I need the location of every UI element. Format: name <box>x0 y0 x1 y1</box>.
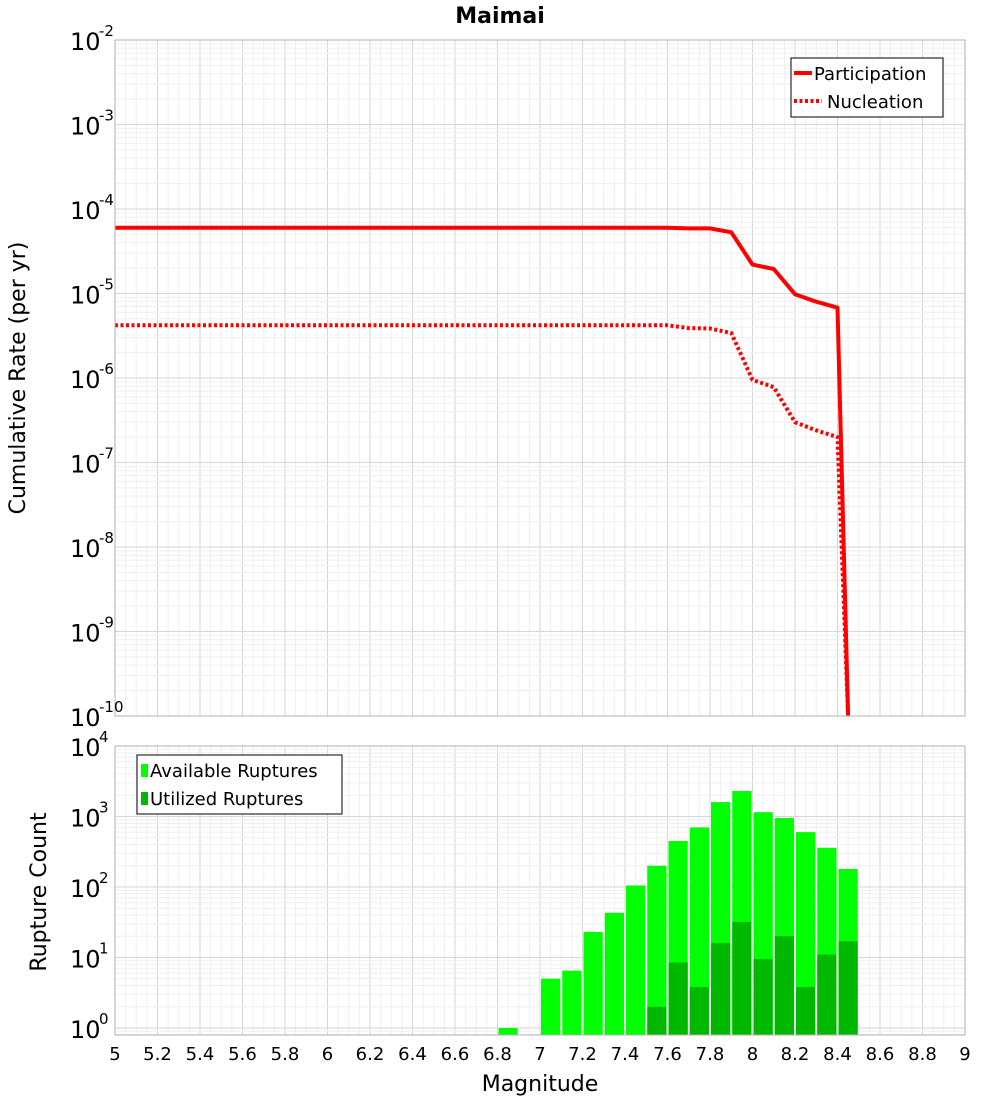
rate-grid <box>114 40 966 717</box>
available-bar <box>562 970 582 1035</box>
x-tick-label: 7.6 <box>653 1044 682 1065</box>
rate-y-ticks: 10-210-310-410-510-610-710-810-910-10 <box>70 22 124 732</box>
x-tick-label: 6.2 <box>356 1044 385 1065</box>
legend-utilized-label: Utilized Ruptures <box>150 789 303 810</box>
rate-plot-border <box>114 39 966 717</box>
y-tick-exponent: -10 <box>99 698 124 716</box>
utilized-bar <box>711 943 731 1035</box>
rate-series <box>115 225 851 717</box>
chart-title: Maimai <box>455 4 545 29</box>
y-tick-exponent: 1 <box>99 939 109 957</box>
count-x-ticks: 5 5.2 5.4 5.6 5.8 6 6.2 6.4 6.6 6.8 7 7.2 7.4 7.6 7.8 8… <box>109 1044 970 1065</box>
y-tick-exponent: 4 <box>99 728 109 746</box>
x-tick-label: 5.6 <box>228 1044 257 1065</box>
x-tick-label: 8.8 <box>908 1044 937 1065</box>
x-tick-label: 5.2 <box>143 1044 172 1065</box>
legend-available-label: Available Ruptures <box>150 761 318 782</box>
x-tick-label: 6.4 <box>398 1044 427 1065</box>
legend-available-swatch <box>141 764 148 777</box>
y-tick-label: 10 <box>70 113 101 141</box>
y-tick-exponent: -5 <box>99 276 114 294</box>
utilized-bar <box>838 941 858 1035</box>
y-tick-exponent: 0 <box>99 1010 109 1028</box>
y-tick-exponent: -7 <box>99 445 114 463</box>
rate-y-axis-label: Cumulative Rate (per yr) <box>6 242 31 515</box>
x-tick-label: 6 <box>322 1044 333 1065</box>
y-tick-exponent: 3 <box>99 798 109 816</box>
count-legend-box <box>136 754 343 815</box>
x-tick-label: 5.4 <box>186 1044 215 1065</box>
y-tick-exponent: -6 <box>99 360 114 378</box>
available-bar <box>796 832 816 1035</box>
utilized-bar <box>796 987 816 1035</box>
series-line-participation <box>115 225 851 717</box>
utilized-bar <box>689 987 709 1035</box>
y-tick-label: 10 <box>70 197 101 225</box>
rate-legend-box <box>790 57 944 118</box>
utilized-bar <box>817 954 837 1035</box>
utilized-bar <box>668 962 688 1035</box>
y-tick-exponent: 2 <box>99 869 109 887</box>
y-tick-label: 10 <box>70 945 101 973</box>
count-y-axis-label: Rupture Count <box>27 812 52 972</box>
count-legend: Available Ruptures Utilized Ruptures <box>136 754 343 815</box>
y-tick-label: 10 <box>70 28 101 56</box>
x-tick-label: 8 <box>747 1044 758 1065</box>
x-tick-label: 7.4 <box>611 1044 640 1065</box>
y-tick-label: 10 <box>70 535 101 563</box>
available-bar <box>689 827 709 1035</box>
x-tick-label: 7.2 <box>568 1044 597 1065</box>
x-tick-label: 5 <box>109 1044 120 1065</box>
available-bar <box>498 1027 518 1035</box>
utilized-bar <box>732 921 752 1035</box>
y-tick-label: 10 <box>70 282 101 310</box>
x-axis-label: Magnitude <box>482 1072 599 1097</box>
count-plot-border <box>114 745 966 1036</box>
y-tick-exponent: -9 <box>99 614 114 632</box>
count-bars <box>498 790 858 1035</box>
y-tick-label: 10 <box>70 704 101 732</box>
rate-panel: 10-210-310-410-510-610-710-810-910-10 Cu… <box>6 22 966 732</box>
rate-legend: Participation Nucleation <box>790 57 944 118</box>
y-tick-label: 10 <box>70 451 101 479</box>
x-tick-label: 8.4 <box>823 1044 852 1065</box>
y-tick-label: 10 <box>70 734 101 762</box>
x-tick-label: 9 <box>959 1044 970 1065</box>
y-tick-label: 10 <box>70 366 101 394</box>
x-tick-label: 8.2 <box>781 1044 810 1065</box>
legend-participation-label: Participation <box>814 64 926 85</box>
y-tick-label: 10 <box>70 804 101 832</box>
available-bar <box>541 978 561 1035</box>
series-line-nucleation <box>115 323 851 717</box>
x-tick-label: 8.6 <box>866 1044 895 1065</box>
legend-utilized-swatch <box>141 792 148 805</box>
available-bar <box>583 931 603 1035</box>
x-tick-label: 6.6 <box>441 1044 470 1065</box>
x-tick-label: 6.8 <box>483 1044 512 1065</box>
y-tick-exponent: -4 <box>99 191 114 209</box>
y-tick-label: 10 <box>70 1016 101 1044</box>
y-tick-exponent: -3 <box>99 107 114 125</box>
y-tick-exponent: -2 <box>99 22 114 40</box>
available-bar <box>604 912 624 1035</box>
y-tick-exponent: -8 <box>99 529 114 547</box>
y-tick-label: 10 <box>70 620 101 648</box>
available-bar <box>647 865 667 1035</box>
x-tick-label: 7 <box>534 1044 545 1065</box>
utilized-bar <box>647 1006 667 1035</box>
utilized-bar <box>774 936 794 1035</box>
y-tick-label: 10 <box>70 875 101 903</box>
x-tick-label: 7.8 <box>696 1044 725 1065</box>
x-tick-label: 5.8 <box>271 1044 300 1065</box>
available-bar <box>626 885 646 1035</box>
legend-nucleation-label: Nucleation <box>827 92 923 113</box>
utilized-bar <box>753 959 773 1035</box>
